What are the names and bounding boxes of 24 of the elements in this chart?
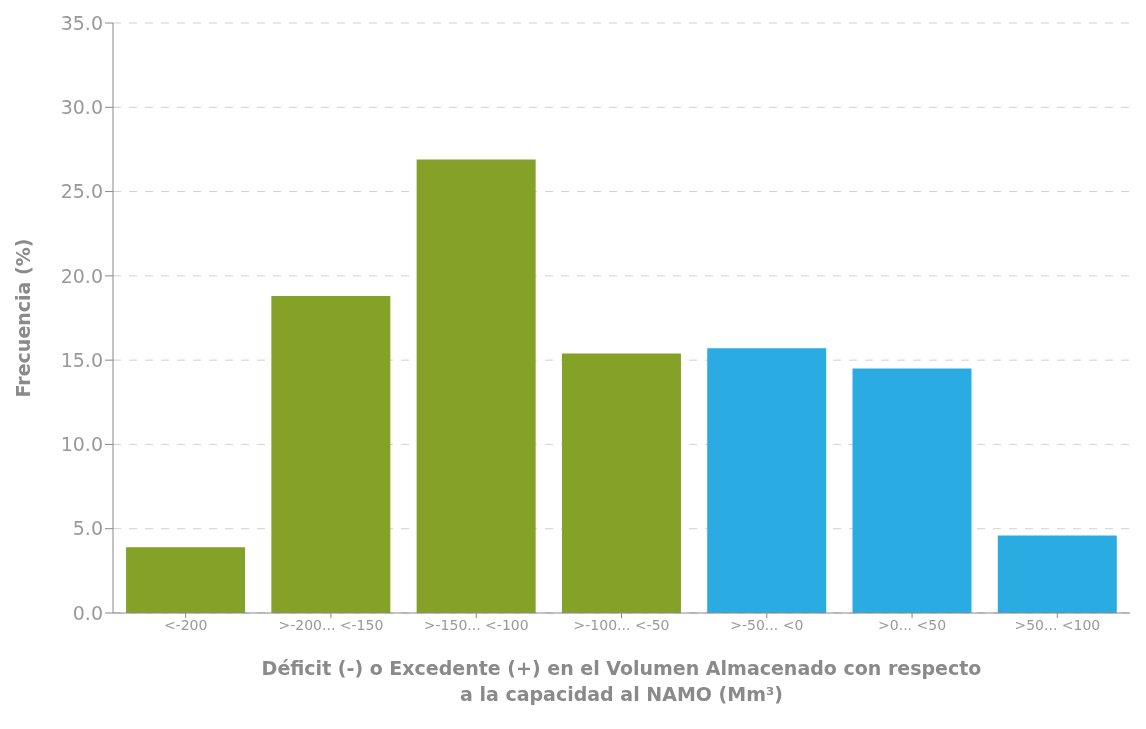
bar <box>126 547 246 613</box>
bar <box>997 535 1117 613</box>
x-tick-label: >-150... <-100 <box>423 616 529 633</box>
bar <box>416 159 536 613</box>
y-tick-label: 15.0 <box>60 348 103 371</box>
y-tick-label: 5.0 <box>72 517 103 540</box>
y-axis-title: Frecuencia (%) <box>11 238 34 398</box>
x-tick-label: >50... <100 <box>1014 616 1101 633</box>
bar <box>852 368 972 613</box>
y-tick-label: 20.0 <box>60 264 103 287</box>
x-axis-title: Déficit (-) o Excedente (+) en el Volumen Almacenado con respecto a la capacidad al NAMO (Mm³) <box>261 657 982 705</box>
x-tick-label: >-200... <-150 <box>278 616 384 633</box>
x-tick-label: <-200 <box>163 616 208 633</box>
x-tick-label: >-100... <-50 <box>573 616 670 633</box>
y-tick-label: 0.0 <box>72 601 103 624</box>
bar <box>707 348 827 613</box>
y-tick-label: 35.0 <box>60 11 103 34</box>
x-tick-label: >0... <50 <box>878 616 947 633</box>
y-tick-label: 25.0 <box>60 180 103 203</box>
x-tick-label: >-50... <0 <box>730 616 804 633</box>
y-tick-label: 10.0 <box>60 433 103 456</box>
bar <box>561 353 681 613</box>
bar <box>271 296 391 613</box>
y-tick-label: 30.0 <box>60 96 103 119</box>
